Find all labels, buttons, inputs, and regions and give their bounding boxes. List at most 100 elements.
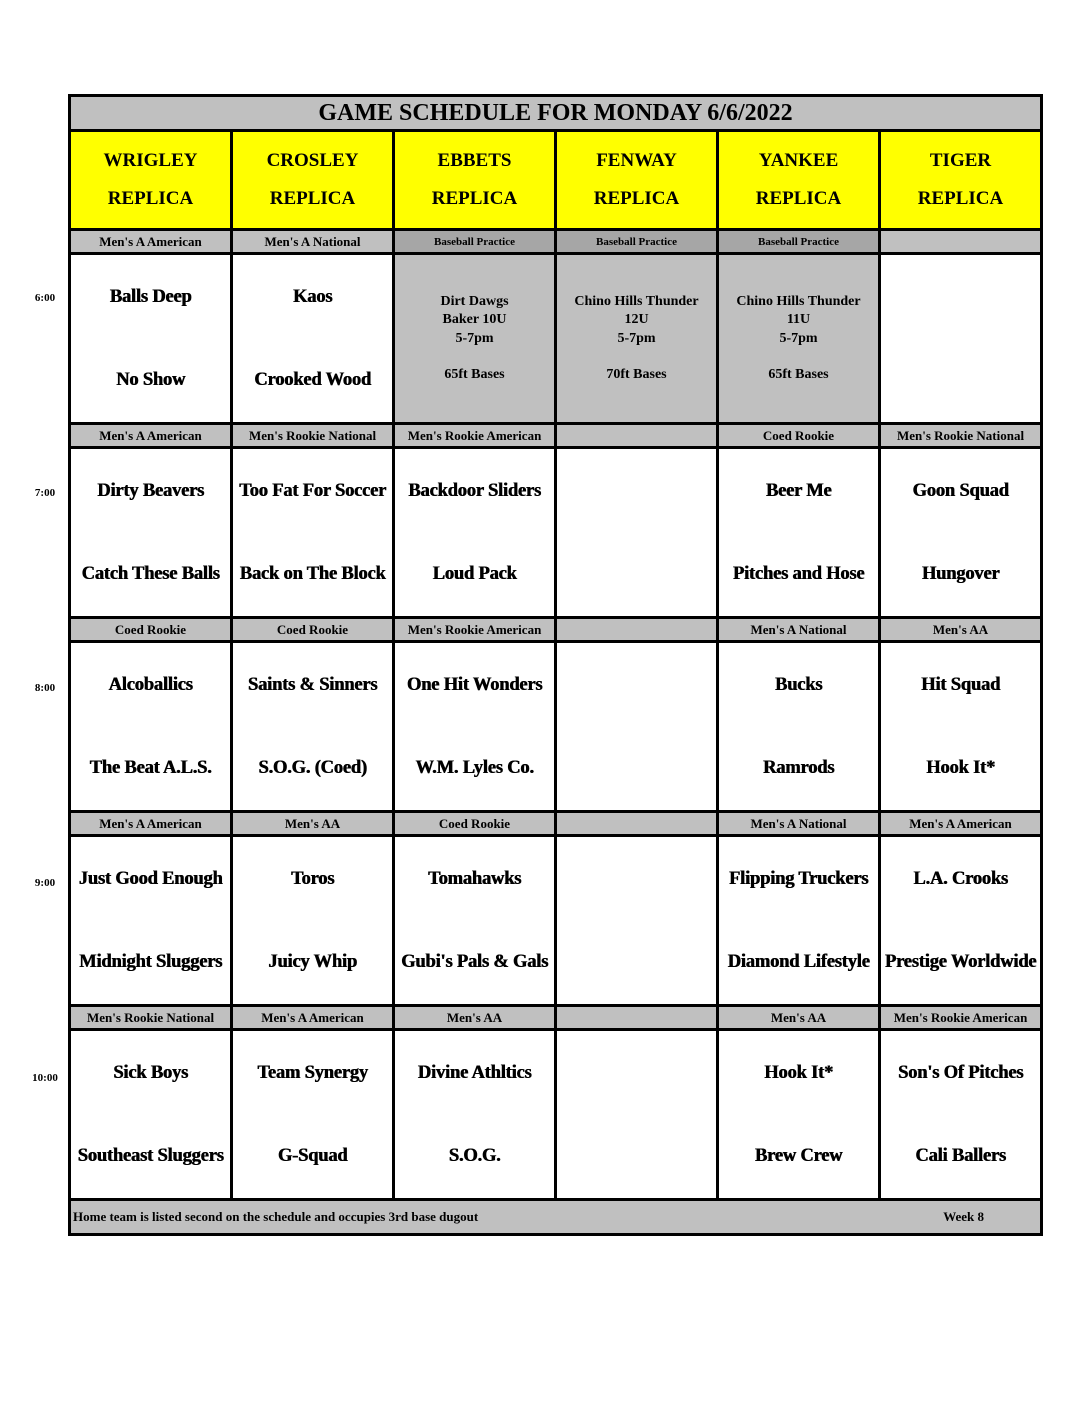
game-cell (557, 1031, 716, 1198)
division-label: Men's Rookie American (395, 425, 554, 446)
field-subtitle: REPLICA (917, 188, 1004, 209)
field-name: CROSLEY (266, 150, 359, 171)
game-cell: Divine Athltics S.O.G. (395, 1031, 554, 1198)
home-team: S.O.G. (448, 1146, 501, 1167)
division-label: Baseball Practice (395, 231, 554, 252)
away-team: Team Synergy (257, 1062, 368, 1083)
division-label: Men's A National (233, 231, 392, 252)
division-label: Coed Rookie (395, 813, 554, 834)
division-label: Men's Rookie American (881, 1007, 1040, 1028)
away-team: Kaos (292, 286, 333, 307)
division-label: Men's A National (719, 619, 878, 640)
division-label: Men's Rookie National (881, 425, 1040, 446)
game-cell: Kaos Crooked Wood (233, 255, 392, 422)
practice-cell: Chino Hills Thunder 11U 5-7pm 65ft Bases (719, 255, 878, 422)
game-cell (557, 643, 716, 810)
practice-line: 12U (624, 312, 649, 327)
game-cell: Just Good Enough Midnight Sluggers (71, 837, 230, 1004)
home-team (881, 339, 1040, 423)
division-label: Coed Rookie (233, 619, 392, 640)
division-label: Men's Rookie National (71, 1007, 230, 1028)
division-label: Men's AA (233, 813, 392, 834)
home-team: Southeast Sluggers (77, 1146, 224, 1167)
home-team (557, 921, 716, 1005)
field-name: EBBETS (437, 150, 512, 171)
home-team: Ramrods (762, 758, 835, 779)
game-cell (557, 449, 716, 616)
game-cell: L.A. Crooks Prestige Worldwide (881, 837, 1040, 1004)
home-team: The Beat A.L.S. (89, 758, 212, 779)
home-team: Midnight Sluggers (78, 952, 223, 973)
division-label (557, 619, 716, 640)
away-team: Alcoballics (108, 674, 193, 695)
division-label: Men's A American (71, 813, 230, 834)
practice-line: Dirt Dawgs (440, 293, 509, 309)
away-team: Tomahawks (427, 868, 522, 889)
division-label (881, 231, 1040, 252)
game-cell (881, 255, 1040, 422)
practice-line: 11U (786, 312, 811, 327)
division-label: Baseball Practice (719, 231, 878, 252)
away-team: Hit Squad (921, 674, 1000, 695)
practice-cell: Dirt Dawgs Baker 10U 5-7pm 65ft Bases (395, 255, 554, 422)
away-team (557, 837, 716, 921)
division-label: Men's A American (71, 425, 230, 446)
field-name: YANKEE (758, 150, 839, 171)
game-cell: Bucks Ramrods (719, 643, 878, 810)
field-header: WRIGLEY REPLICA (71, 132, 230, 228)
game-cell: Too Fat For Soccer Back on The Block (233, 449, 392, 616)
game-cell: Balls Deep No Show (71, 255, 230, 422)
away-team: Goon Squad (912, 480, 1009, 501)
home-team: Back on The Block (239, 564, 386, 585)
home-team: Loud Pack (432, 564, 517, 585)
away-team: One Hit Wonders (406, 674, 543, 695)
home-team (557, 727, 716, 811)
division-label: Coed Rookie (719, 425, 878, 446)
field-header: TIGER REPLICA (881, 132, 1040, 228)
practice-line: 65ft Bases (768, 367, 829, 382)
division-label (557, 425, 716, 446)
game-cell: Alcoballics The Beat A.L.S. (71, 643, 230, 810)
field-subtitle: REPLICA (431, 188, 518, 209)
game-cell: Hook It* Brew Crew (719, 1031, 878, 1198)
practice-line: 70ft Bases (606, 367, 667, 382)
home-team: Hook It* (926, 758, 995, 779)
division-label: Men's A National (719, 813, 878, 834)
division-label: Men's A American (881, 813, 1040, 834)
division-label (557, 1007, 716, 1028)
time-label: 6:00 (34, 292, 56, 304)
week-label: Week 8 (943, 1209, 984, 1224)
game-cell: Son's Of Pitches Cali Ballers (881, 1031, 1040, 1198)
home-team: Pitches and Hose (732, 564, 865, 585)
practice-line: 65ft Bases (444, 367, 505, 382)
away-team: Sick Boys (113, 1062, 188, 1083)
away-team: Balls Deep (109, 286, 192, 307)
away-team: Saints & Sinners (247, 674, 378, 695)
division-label: Men's Rookie American (395, 619, 554, 640)
away-team: Son's Of Pitches (897, 1062, 1024, 1083)
away-team: Hook It* (764, 1062, 833, 1083)
game-cell: Sick Boys Southeast Sluggers (71, 1031, 230, 1198)
away-team (557, 449, 716, 533)
division-label (557, 813, 716, 834)
footer-bar: Home team is listed second on the schedu… (71, 1201, 1040, 1233)
away-team: Toros (290, 868, 335, 889)
schedule-title: GAME SCHEDULE FOR MONDAY 6/6/2022 (71, 97, 1040, 129)
home-team: G-Squad (277, 1146, 348, 1167)
away-team (881, 255, 1040, 339)
division-label: Men's AA (395, 1007, 554, 1028)
away-team: Flipping Truckers (728, 868, 869, 889)
home-team: Crooked Wood (254, 370, 371, 391)
home-team: Prestige Worldwide (884, 952, 1037, 973)
game-cell: Flipping Truckers Diamond Lifestyle (719, 837, 878, 1004)
away-team: L.A. Crooks (913, 868, 1008, 889)
game-cell: Saints & Sinners S.O.G. (Coed) (233, 643, 392, 810)
division-label: Men's Rookie National (233, 425, 392, 446)
home-team: Brew Crew (754, 1146, 843, 1167)
division-label: Coed Rookie (71, 619, 230, 640)
game-cell (557, 837, 716, 1004)
field-subtitle: REPLICA (755, 188, 842, 209)
time-label: 9:00 (34, 877, 56, 889)
home-team: Cali Ballers (915, 1146, 1006, 1167)
footer-note: Home team is listed second on the schedu… (73, 1209, 479, 1224)
